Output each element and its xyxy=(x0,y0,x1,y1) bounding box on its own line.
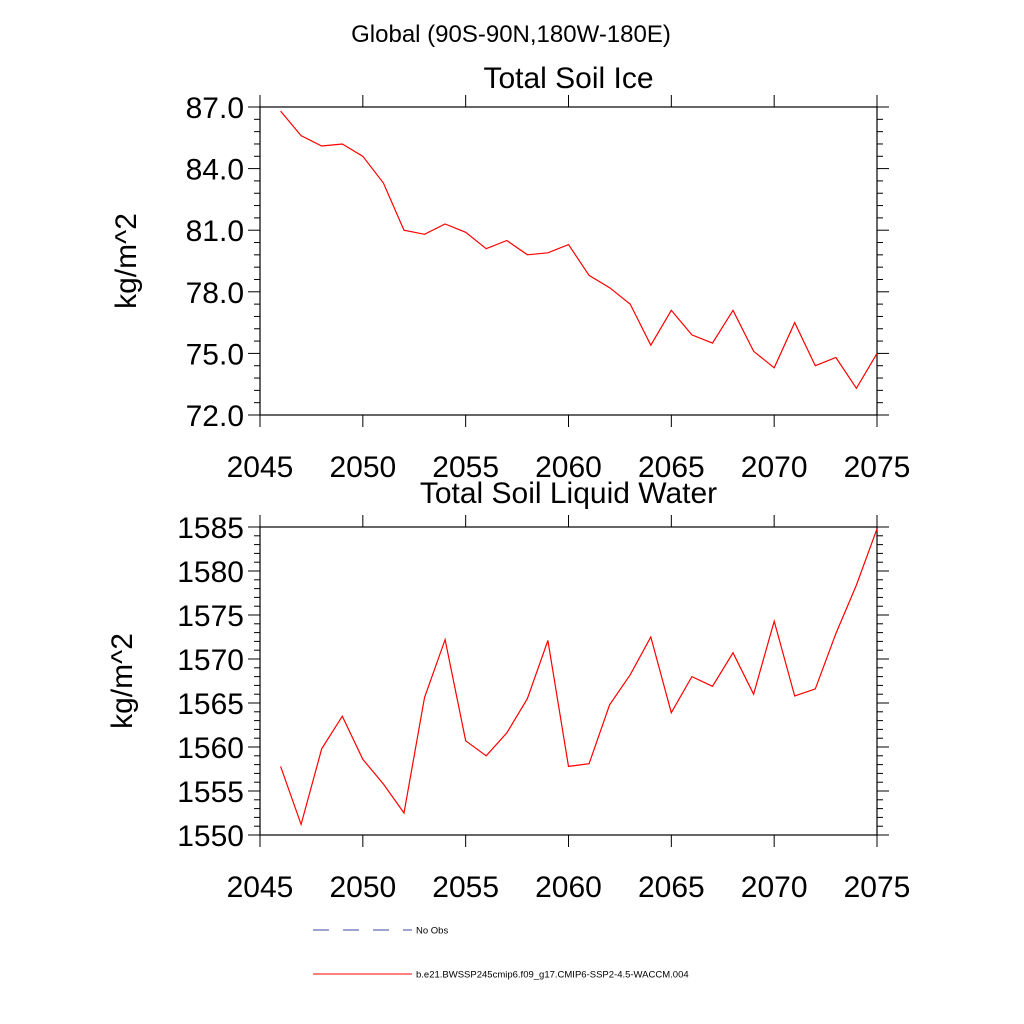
y-tick-label: 1575 xyxy=(177,600,244,633)
plot-frame xyxy=(259,106,878,416)
plot-title: Total Soil Liquid Water xyxy=(420,477,717,510)
y-tick-label: 1560 xyxy=(177,732,244,765)
x-tick-label: 2060 xyxy=(535,451,602,484)
legend: No Obs b.e21.BWSSP245cmip6.f09_g17.CMIP6-… xyxy=(313,926,689,981)
plot-frame xyxy=(259,526,878,836)
plot-title: Total Soil Ice xyxy=(483,62,653,95)
series-line-1 xyxy=(280,528,878,827)
x-tick-label: 2045 xyxy=(227,871,294,904)
legend-label: No Obs xyxy=(416,926,448,937)
series-line-1 xyxy=(280,110,878,390)
x-tick-label: 2065 xyxy=(638,451,705,484)
legend-label: b.e21.BWSSP245cmip6.f09_g17.CMIP6-SSP2-4… xyxy=(416,970,689,981)
plot-panel-1: 2045 2050 2055 2060 2065 2070 2075 72.0 75.0 78.0… xyxy=(110,62,910,484)
x-tick-label: 2075 xyxy=(844,871,911,904)
x-tick-label: 2055 xyxy=(432,451,499,484)
x-tick-label: 2045 xyxy=(227,451,294,484)
y-tick-label: 1565 xyxy=(177,688,244,721)
x-tick-label: 2050 xyxy=(329,871,396,904)
plot-panel-2: 2045 2050 2055 2060 2065 2070 2075 1550 1555 1560… xyxy=(106,477,910,904)
x-tick-label: 2050 xyxy=(329,451,396,484)
y-tick-label: 72.0 xyxy=(186,400,244,433)
y-tick-label: 1570 xyxy=(177,644,244,677)
x-tick-label: 2065 xyxy=(638,871,705,904)
y-tick-label: 1585 xyxy=(177,512,244,545)
x-tick-label: 2060 xyxy=(535,871,602,904)
y-tick-label: 87.0 xyxy=(186,92,244,125)
legend-item-2: b.e21.BWSSP245cmip6.f09_g17.CMIP6-SSP2-4… xyxy=(313,970,689,981)
y-tick-label: 1555 xyxy=(177,776,244,809)
x-tick-label: 2055 xyxy=(432,871,499,904)
legend-item-1: No Obs xyxy=(313,926,448,937)
y-axis-label: kg/m^2 xyxy=(106,633,139,729)
y-tick-label: 78.0 xyxy=(186,277,244,310)
y-tick-label: 1580 xyxy=(177,556,244,589)
y-tick-label: 81.0 xyxy=(186,215,244,248)
y-tick-label: 1550 xyxy=(177,820,244,853)
x-tick-label: 2070 xyxy=(741,451,808,484)
page-title: Global (90S-90N,180W-180E) xyxy=(351,21,671,48)
y-axis-label: kg/m^2 xyxy=(110,213,143,309)
y-tick-label: 75.0 xyxy=(186,338,244,371)
y-tick-label: 84.0 xyxy=(186,154,244,187)
x-tick-label: 2070 xyxy=(741,871,808,904)
x-tick-label: 2075 xyxy=(844,451,911,484)
plots-container: 2045 2050 2055 2060 2065 2070 2075 72.0 75.0 78.0… xyxy=(106,62,910,904)
